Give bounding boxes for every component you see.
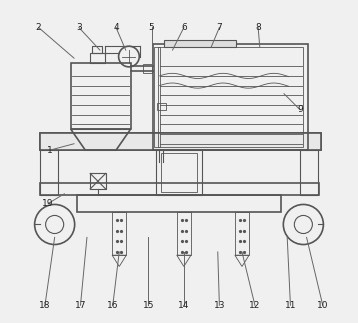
Bar (161, 153, 197, 192)
Bar (235, 212, 249, 255)
Bar (158, 103, 166, 110)
Text: 17: 17 (75, 301, 86, 310)
Bar (154, 47, 160, 147)
Text: 12: 12 (249, 301, 261, 310)
Text: 13: 13 (214, 301, 225, 310)
Text: 5: 5 (149, 23, 154, 32)
Bar (300, 150, 318, 195)
Bar (90, 53, 105, 63)
Text: 1: 1 (47, 146, 53, 155)
Text: 9: 9 (297, 105, 303, 114)
Bar (71, 63, 131, 129)
Bar (40, 133, 321, 150)
Text: 18: 18 (39, 301, 51, 310)
Text: 14: 14 (178, 301, 189, 310)
Text: 11: 11 (285, 301, 296, 310)
Text: 2: 2 (36, 23, 41, 32)
Text: 4: 4 (113, 23, 119, 32)
Text: 6: 6 (181, 23, 187, 32)
Bar (40, 183, 319, 195)
Text: 16: 16 (107, 301, 118, 310)
Bar (158, 47, 303, 147)
Bar (112, 212, 126, 255)
Text: 10: 10 (317, 301, 329, 310)
Bar (153, 44, 308, 150)
Bar (92, 46, 102, 53)
Text: 15: 15 (142, 301, 154, 310)
Text: 8: 8 (255, 23, 261, 32)
Text: 7: 7 (217, 23, 222, 32)
Bar (177, 212, 191, 255)
Bar (156, 150, 202, 195)
Text: 19: 19 (43, 199, 54, 208)
Bar (143, 64, 152, 73)
Text: 3: 3 (76, 23, 82, 32)
Bar (164, 40, 236, 47)
Bar (40, 150, 58, 195)
Bar (77, 195, 281, 212)
Bar (40, 133, 321, 150)
Bar (90, 173, 106, 189)
